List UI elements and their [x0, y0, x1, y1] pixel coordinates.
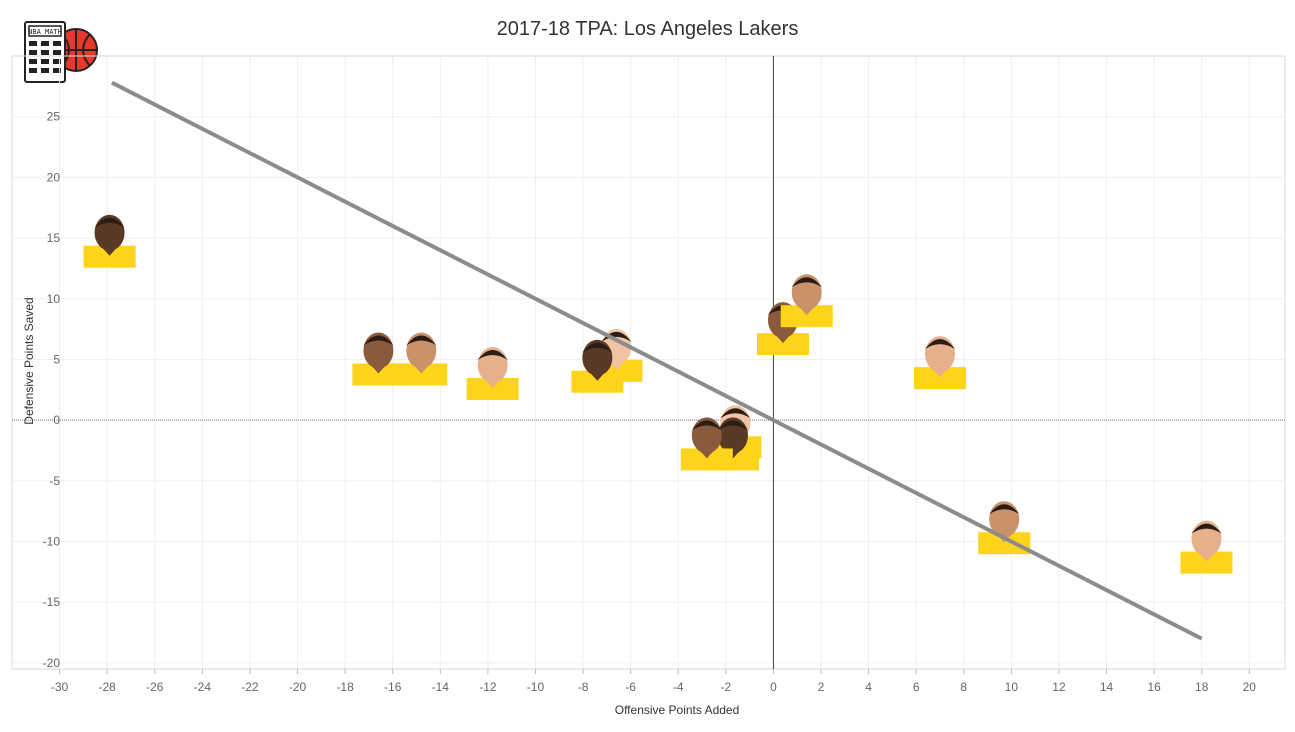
chart-title: 2017-18 TPA: Los Angeles Lakers — [496, 18, 799, 40]
y-tick-label: -5 — [49, 474, 60, 488]
hair — [406, 335, 437, 346]
x-tick-label: 14 — [1100, 680, 1114, 694]
jersey — [395, 363, 448, 386]
player-marker — [395, 332, 448, 386]
jersey — [352, 363, 405, 386]
y-tick-label: -15 — [43, 595, 61, 609]
trend-line — [111, 80, 1203, 641]
hair — [717, 420, 748, 431]
player-marker — [466, 347, 519, 401]
x-tick-label: 12 — [1052, 680, 1066, 694]
x-tick-label: 0 — [770, 680, 777, 694]
x-tick-label: -30 — [51, 680, 69, 694]
hair — [989, 504, 1020, 515]
x-tick-label: -28 — [99, 680, 117, 694]
x-tick-label: -16 — [384, 680, 402, 694]
jersey — [756, 333, 809, 356]
hair — [94, 217, 125, 228]
x-tick-label: 4 — [865, 680, 872, 694]
plot-frame — [11, 55, 1286, 670]
jersey — [466, 378, 519, 401]
player-marker — [913, 336, 966, 390]
player-marker — [756, 302, 809, 356]
x-tick-label: -26 — [146, 680, 164, 694]
y-tick-label: 20 — [47, 170, 61, 184]
y-tick-label: 25 — [47, 110, 61, 124]
y-tick-label: 15 — [47, 231, 61, 245]
x-tick-label: -20 — [289, 680, 307, 694]
hair — [1191, 523, 1222, 534]
hair — [720, 408, 751, 419]
hair — [691, 420, 722, 431]
x-tick-label: -10 — [527, 680, 545, 694]
hair — [924, 339, 955, 350]
y-tick-label: 5 — [53, 352, 60, 366]
nba-math-logo: NBA MATH — [22, 20, 100, 84]
x-tick-label: -12 — [479, 680, 497, 694]
y-axis-label: Defensive Points Saved — [22, 297, 36, 424]
svg-text:NBA MATH: NBA MATH — [28, 28, 62, 36]
x-tick-label: 10 — [1005, 680, 1019, 694]
x-tick-label: -22 — [241, 680, 259, 694]
hair — [582, 342, 613, 353]
player-marker — [571, 339, 624, 393]
hair — [791, 277, 822, 288]
x-tick-label: -4 — [673, 680, 684, 694]
hair — [477, 350, 508, 361]
y-tick-label: -20 — [43, 656, 61, 670]
x-tick-label: -24 — [194, 680, 212, 694]
jersey — [978, 532, 1031, 555]
jersey — [571, 370, 624, 393]
jersey — [83, 245, 136, 268]
jersey — [1180, 551, 1233, 574]
x-tick-label: -14 — [432, 680, 450, 694]
x-tick-label: 2 — [818, 680, 825, 694]
x-tick-label: -18 — [336, 680, 354, 694]
x-tick-label: 8 — [960, 680, 967, 694]
x-tick-label: 18 — [1195, 680, 1209, 694]
y-tick-label: -10 — [43, 535, 61, 549]
jersey — [780, 305, 833, 328]
player-marker — [83, 214, 136, 268]
y-tick-label: 0 — [53, 413, 60, 427]
jersey — [913, 367, 966, 390]
player-marker — [352, 332, 405, 386]
x-axis-label: Offensive Points Added — [615, 703, 740, 717]
x-tick-label: 20 — [1243, 680, 1257, 694]
x-tick-label: -2 — [720, 680, 731, 694]
jersey — [680, 448, 733, 471]
player-marker — [1180, 520, 1233, 574]
x-tick-label: 16 — [1147, 680, 1161, 694]
player-marker — [780, 274, 833, 328]
x-tick-label: -6 — [625, 680, 636, 694]
player-marker — [680, 417, 733, 471]
hair — [363, 335, 394, 346]
x-tick-label: 6 — [913, 680, 920, 694]
y-tick-label: 10 — [47, 292, 61, 306]
x-tick-label: -8 — [578, 680, 589, 694]
